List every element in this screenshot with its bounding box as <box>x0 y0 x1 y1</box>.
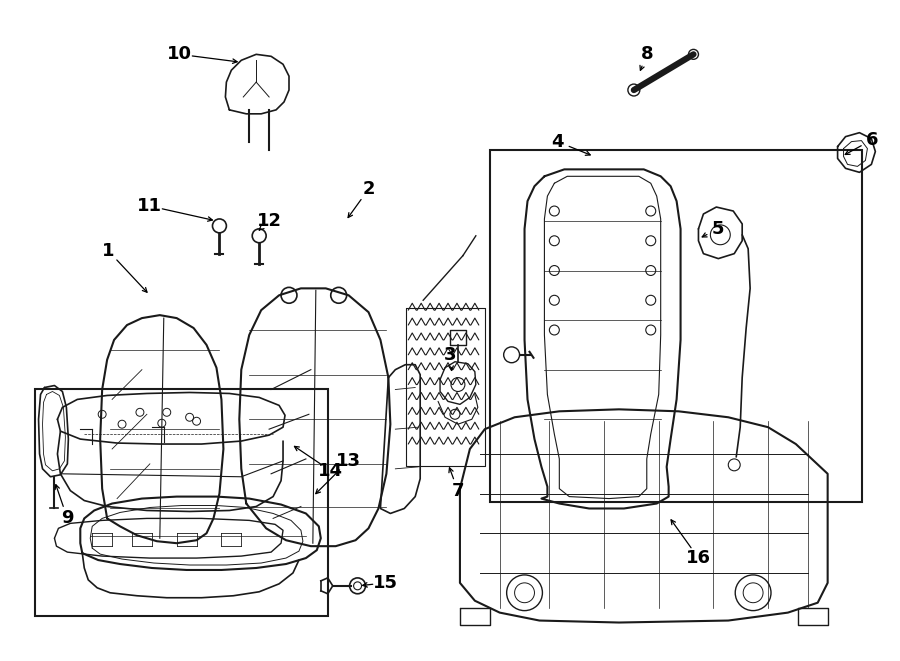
Text: 9: 9 <box>61 510 74 527</box>
Text: 10: 10 <box>167 46 193 63</box>
Circle shape <box>628 84 640 96</box>
Circle shape <box>688 50 698 59</box>
Text: 13: 13 <box>336 452 361 470</box>
Bar <box>490 149 862 502</box>
Text: 1: 1 <box>102 242 114 260</box>
Text: 3: 3 <box>444 346 456 364</box>
Text: 12: 12 <box>256 212 282 230</box>
Text: 4: 4 <box>551 133 563 151</box>
Text: 5: 5 <box>712 220 724 238</box>
Text: 8: 8 <box>641 46 653 63</box>
Text: 15: 15 <box>373 574 398 592</box>
Text: 6: 6 <box>866 131 878 149</box>
Text: 2: 2 <box>363 180 374 198</box>
Bar <box>34 389 328 615</box>
Text: 14: 14 <box>319 462 343 480</box>
Text: 7: 7 <box>452 482 464 500</box>
Text: 16: 16 <box>686 549 711 567</box>
Text: 11: 11 <box>138 197 162 215</box>
